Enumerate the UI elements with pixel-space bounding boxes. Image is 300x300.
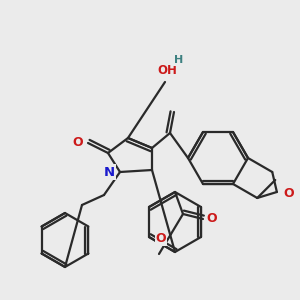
Text: O: O — [156, 232, 166, 244]
Text: N: N — [103, 166, 115, 178]
Text: O: O — [73, 136, 83, 149]
Text: O: O — [207, 212, 217, 226]
Text: O: O — [284, 188, 294, 200]
Text: H: H — [174, 55, 184, 65]
Text: OH: OH — [157, 64, 177, 76]
